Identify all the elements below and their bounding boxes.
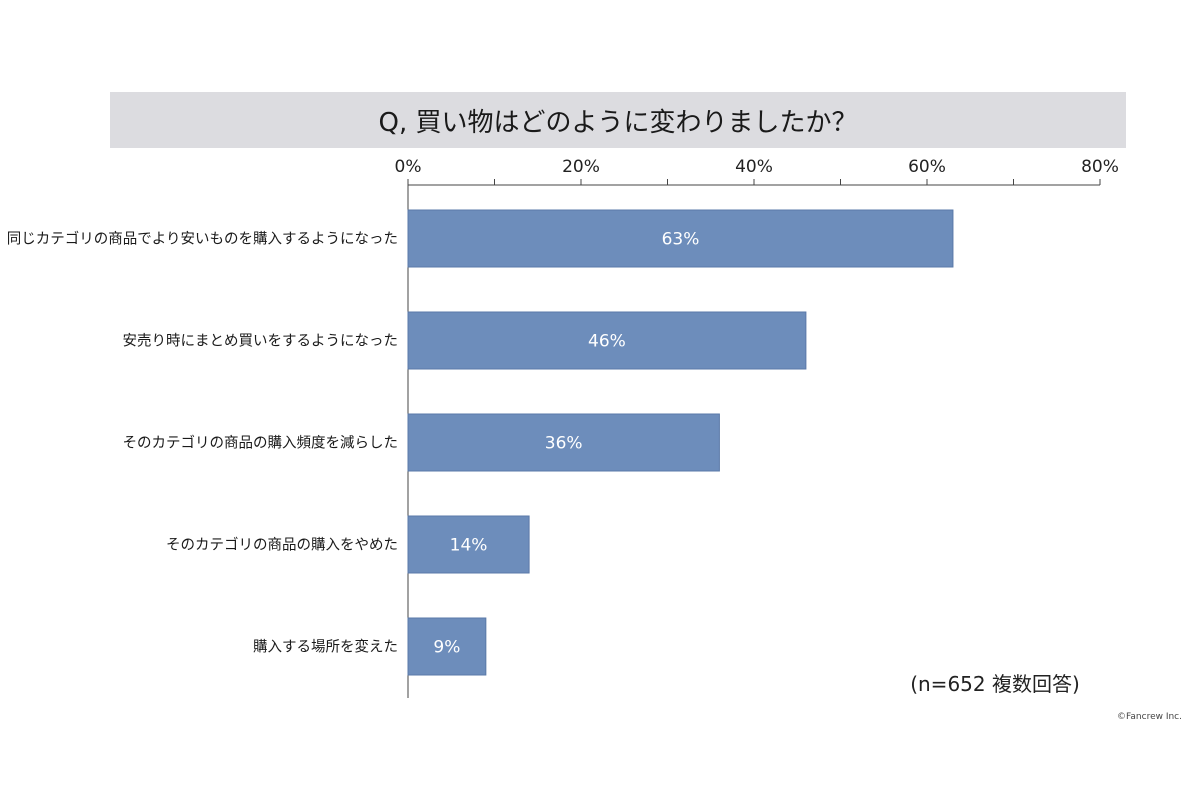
bar bbox=[407, 413, 720, 472]
bar-value-label: 36% bbox=[545, 434, 583, 454]
category-label: 安売り時にまとめ買いをするようになった bbox=[123, 333, 399, 350]
category-label: そのカテゴリの商品の購入をやめた bbox=[166, 536, 398, 554]
bar-value-label: 63% bbox=[662, 230, 700, 250]
x-tick-label: 40% bbox=[735, 157, 773, 177]
bar-value-label: 9% bbox=[433, 638, 460, 658]
category-label: そのカテゴリの商品の購入頻度を減らした bbox=[123, 434, 399, 452]
bar bbox=[407, 515, 530, 574]
bar bbox=[407, 209, 954, 268]
x-tick-label: 20% bbox=[562, 157, 600, 177]
x-tick-label: 60% bbox=[908, 157, 946, 177]
title-band: Q, 買い物はどのように変わりましたか？ bbox=[110, 92, 1126, 148]
category-label: 購入する場所を変えた bbox=[253, 639, 398, 656]
x-tick-label: 0% bbox=[395, 157, 422, 177]
category-label: 同じカテゴリの商品でより安いものを購入するようになった bbox=[7, 230, 398, 248]
x-tick-label: 80% bbox=[1081, 157, 1119, 177]
bar-value-label: 46% bbox=[588, 332, 626, 352]
bar bbox=[407, 617, 487, 676]
chart-title: Q, 買い物はどのように変わりましたか？ bbox=[378, 107, 858, 138]
sample-size-note: (n=652 複数回答) bbox=[910, 672, 1080, 696]
copyright-credit: ©Fancrew Inc. bbox=[1117, 712, 1182, 722]
bar bbox=[407, 311, 807, 370]
bar-value-label: 14% bbox=[450, 536, 488, 556]
